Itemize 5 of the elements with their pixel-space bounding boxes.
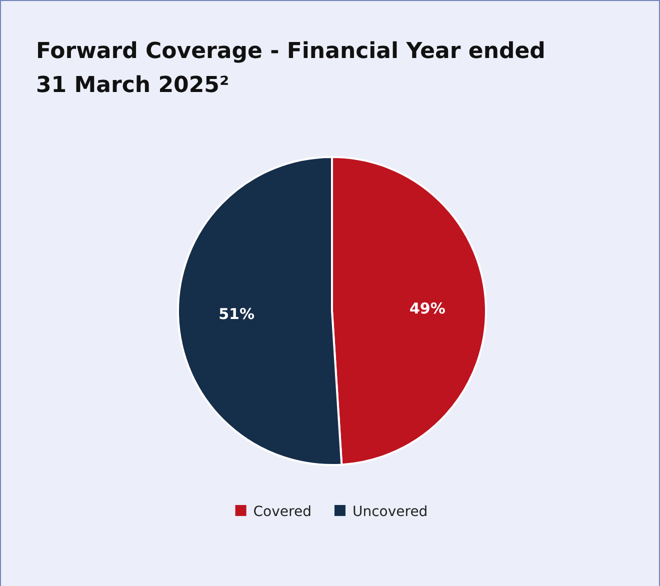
legend-label: Covered [253,504,312,520]
data-label: 51% [218,305,255,324]
chart-title: Forward Coverage - Financial Year ended 31 March 2025² [36,39,546,98]
data-label: 49% [409,299,446,318]
legend-label: Uncovered [352,504,428,520]
